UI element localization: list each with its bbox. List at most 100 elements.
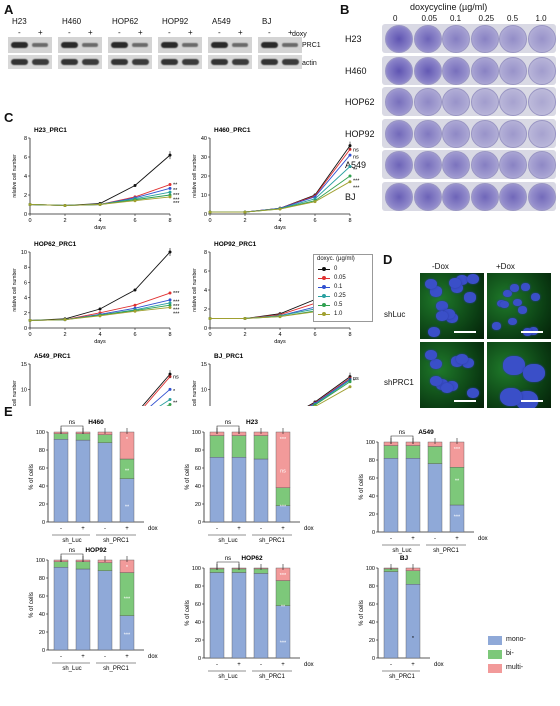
colony-well bbox=[470, 88, 499, 116]
y-tick-label: 15 bbox=[201, 362, 207, 368]
data-point bbox=[133, 309, 137, 313]
category-label: + bbox=[411, 536, 415, 542]
nucleus bbox=[507, 317, 517, 326]
nucleus bbox=[510, 284, 520, 293]
y-tick-label: 0 bbox=[204, 212, 207, 218]
colony-well bbox=[527, 88, 556, 116]
chart-title: BJ bbox=[400, 555, 409, 562]
x-axis-label: days bbox=[94, 225, 106, 231]
y-axis-label: relative cell number bbox=[12, 380, 18, 406]
category-label: + bbox=[81, 526, 85, 532]
x-tick-label: 2 bbox=[63, 218, 66, 224]
colony-well bbox=[527, 56, 556, 85]
category-label: - bbox=[60, 526, 62, 532]
y-axis-label: relative cell number bbox=[192, 380, 198, 406]
series-line bbox=[315, 386, 351, 406]
nucleus bbox=[425, 350, 438, 361]
data-point bbox=[168, 183, 172, 187]
significance-mark: ns bbox=[173, 375, 179, 381]
ns-bracket bbox=[216, 425, 240, 434]
nucleus bbox=[443, 308, 456, 319]
data-point bbox=[168, 305, 172, 309]
x-tick-label: 4 bbox=[278, 332, 281, 338]
colony-well bbox=[385, 182, 413, 211]
dox-plus: + bbox=[38, 28, 43, 37]
blot-actin-box bbox=[108, 55, 152, 69]
group-label: sh_Luc bbox=[62, 538, 81, 544]
significance-mark: ** bbox=[173, 400, 178, 406]
bar-segment-mono bbox=[53, 439, 69, 523]
if-panel bbox=[420, 342, 484, 408]
data-point bbox=[278, 207, 282, 211]
y-tick-label: 100 bbox=[366, 566, 375, 572]
chart-title: HOP62_PRC1 bbox=[34, 241, 77, 248]
significance-mark: *** bbox=[280, 641, 287, 647]
dox-minus: - bbox=[118, 28, 121, 37]
blot-prc1-box bbox=[158, 37, 202, 53]
band-actin-minus bbox=[11, 59, 28, 65]
nucleus bbox=[461, 357, 474, 368]
band-prc1-plus bbox=[82, 43, 98, 47]
y-tick-label: 10 bbox=[201, 387, 207, 393]
y-tick-label: 0 bbox=[42, 648, 45, 654]
cell-line-label: H460 bbox=[62, 17, 82, 26]
bar-segment-mono bbox=[119, 478, 135, 523]
y-tick-label: 20 bbox=[201, 174, 207, 180]
x-tick-label: 4 bbox=[98, 218, 101, 224]
blot-actin-box bbox=[58, 55, 102, 69]
y-tick-label: 0 bbox=[198, 656, 201, 662]
bar-segment-bi bbox=[53, 561, 69, 568]
significance-mark: *** bbox=[173, 311, 180, 317]
if-panel bbox=[487, 342, 551, 408]
band-prc1-minus bbox=[61, 42, 78, 48]
band-prc1-plus bbox=[232, 43, 248, 47]
band-actin-plus bbox=[182, 59, 199, 65]
y-tick-label: 0 bbox=[372, 656, 375, 662]
dox-plus: + bbox=[88, 28, 93, 37]
data-point bbox=[348, 165, 352, 168]
legend-marker bbox=[322, 267, 326, 271]
bar-segment-mono bbox=[209, 572, 225, 659]
colony-well bbox=[442, 88, 470, 116]
nucleus bbox=[464, 292, 477, 303]
nucleus bbox=[425, 278, 438, 289]
y-tick-label: 100 bbox=[36, 430, 45, 436]
series-line bbox=[308, 377, 351, 406]
col-label-plus-dox: +Dox bbox=[496, 262, 515, 271]
colony-well bbox=[527, 119, 556, 148]
y-axis-label: relative cell number bbox=[192, 154, 198, 198]
y-axis-label: % of cells bbox=[185, 600, 191, 626]
chart-title: H460 bbox=[88, 419, 104, 426]
bar-segment-mono bbox=[383, 571, 399, 659]
growth-chart-hop62_prc1: HOP62_PRC1 0 2 4 6 8 10 0 2 4 6 8 days relative cell … bbox=[12, 241, 180, 345]
bar-segment-mono bbox=[53, 566, 69, 651]
category-label: - bbox=[260, 526, 262, 532]
dox-minus: - bbox=[18, 28, 21, 37]
doxy-label: doxy bbox=[292, 31, 307, 38]
significance-mark: * bbox=[126, 565, 129, 571]
x-axis-label: days bbox=[274, 225, 286, 231]
data-point bbox=[168, 190, 172, 194]
legend-title: doxyc. (µg/ml) bbox=[317, 256, 355, 262]
if-panel bbox=[487, 273, 551, 339]
y-axis-label: relative cell number bbox=[12, 154, 18, 198]
significance-mark: ** bbox=[353, 168, 358, 174]
significance-mark: ns bbox=[353, 376, 359, 382]
bar-segment-mono bbox=[275, 605, 291, 659]
category-label: - bbox=[390, 536, 392, 542]
concentration-label: 0.05 bbox=[421, 14, 438, 23]
panel-c-growth-curves: H23_PRC1 0 2 4 6 8 0 2 4 6 8 days relative cell numb… bbox=[12, 127, 360, 406]
y-tick-label: 40 bbox=[201, 136, 207, 142]
band-prc1-plus bbox=[282, 43, 298, 47]
data-point bbox=[208, 317, 212, 320]
if-panel bbox=[420, 273, 484, 339]
category-label: + bbox=[237, 662, 241, 668]
data-point bbox=[63, 203, 67, 207]
significance-mark: *** bbox=[353, 179, 360, 185]
y-tick-label: 0 bbox=[372, 530, 375, 536]
significance-mark: *** bbox=[353, 186, 360, 192]
data-point bbox=[168, 195, 172, 199]
